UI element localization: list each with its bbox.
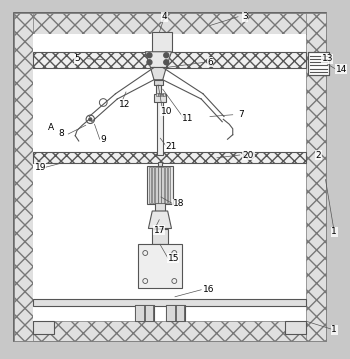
Text: 6: 6 bbox=[207, 58, 213, 67]
Bar bbox=[164, 167, 167, 202]
Circle shape bbox=[147, 60, 152, 65]
Text: 12: 12 bbox=[119, 100, 130, 109]
Text: 7: 7 bbox=[239, 110, 244, 119]
Bar bbox=[285, 321, 306, 334]
Bar bbox=[145, 305, 153, 321]
Bar bbox=[166, 305, 175, 321]
Circle shape bbox=[164, 60, 169, 65]
Text: 4: 4 bbox=[162, 12, 167, 21]
Bar bbox=[14, 321, 326, 340]
Bar bbox=[155, 203, 164, 211]
Bar bbox=[152, 228, 168, 244]
Text: 11: 11 bbox=[182, 114, 193, 123]
Circle shape bbox=[164, 53, 169, 58]
Bar bbox=[308, 52, 329, 75]
Bar bbox=[154, 80, 163, 85]
Bar bbox=[149, 167, 151, 202]
Bar bbox=[135, 305, 154, 321]
Bar bbox=[306, 13, 326, 340]
Bar bbox=[33, 321, 54, 334]
Text: 5: 5 bbox=[74, 54, 80, 63]
Text: 8: 8 bbox=[58, 130, 64, 139]
Bar bbox=[155, 167, 158, 202]
Text: 1: 1 bbox=[331, 326, 337, 335]
Text: 15: 15 bbox=[168, 254, 179, 263]
Bar bbox=[33, 34, 306, 321]
Bar bbox=[135, 305, 144, 321]
Bar bbox=[176, 305, 184, 321]
Bar bbox=[156, 85, 161, 94]
Bar bbox=[33, 52, 306, 67]
Text: 16: 16 bbox=[203, 285, 214, 294]
Bar bbox=[158, 167, 161, 202]
Polygon shape bbox=[150, 67, 166, 80]
Text: 18: 18 bbox=[173, 200, 184, 209]
Text: 2: 2 bbox=[316, 150, 321, 159]
Bar bbox=[33, 152, 306, 163]
Bar bbox=[161, 167, 164, 202]
Polygon shape bbox=[145, 52, 172, 67]
Text: 13: 13 bbox=[322, 54, 333, 63]
Bar bbox=[147, 165, 173, 204]
Bar bbox=[160, 93, 161, 95]
Bar bbox=[14, 13, 326, 340]
Text: 19: 19 bbox=[35, 163, 46, 172]
Bar bbox=[162, 93, 163, 95]
Bar bbox=[308, 52, 329, 75]
Bar bbox=[168, 167, 170, 202]
Bar bbox=[158, 162, 162, 165]
Text: 1: 1 bbox=[331, 228, 337, 237]
Text: 10: 10 bbox=[161, 107, 172, 116]
Text: 20: 20 bbox=[243, 150, 254, 159]
Bar bbox=[152, 33, 172, 52]
Bar bbox=[14, 13, 326, 34]
Bar bbox=[14, 13, 33, 340]
Polygon shape bbox=[148, 211, 172, 228]
Bar bbox=[154, 94, 166, 102]
Bar bbox=[156, 93, 158, 95]
Bar bbox=[152, 167, 154, 202]
Bar bbox=[157, 95, 163, 155]
Bar bbox=[158, 93, 160, 95]
Circle shape bbox=[147, 53, 152, 58]
Bar bbox=[163, 93, 165, 95]
Circle shape bbox=[89, 118, 92, 121]
Text: 3: 3 bbox=[242, 12, 248, 21]
Bar bbox=[166, 305, 185, 321]
Text: 14: 14 bbox=[336, 65, 347, 74]
Text: 17: 17 bbox=[154, 226, 165, 235]
Text: A: A bbox=[48, 122, 54, 131]
Text: 21: 21 bbox=[166, 142, 177, 151]
Bar bbox=[138, 244, 182, 288]
Text: 9: 9 bbox=[100, 135, 106, 144]
Bar bbox=[33, 298, 306, 306]
